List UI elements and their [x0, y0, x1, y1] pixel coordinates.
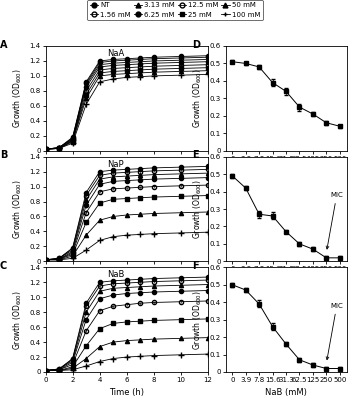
- Text: E: E: [192, 150, 198, 160]
- Text: B: B: [0, 150, 7, 160]
- X-axis label: NaP (mM): NaP (mM): [265, 278, 307, 287]
- Text: F: F: [192, 261, 198, 271]
- X-axis label: NaB (mM): NaB (mM): [265, 388, 307, 398]
- Y-axis label: Growth (OD$_{600}$): Growth (OD$_{600}$): [11, 290, 24, 350]
- X-axis label: NaA (mM): NaA (mM): [265, 167, 307, 176]
- Legend: NT, 1.56 mM, 3.13 mM, 6.25 mM, 12.5 mM, 25 mM, 50 mM, 100 mM: NT, 1.56 mM, 3.13 mM, 6.25 mM, 12.5 mM, …: [88, 0, 262, 20]
- X-axis label: Time (h): Time (h): [109, 388, 144, 398]
- Text: MIC: MIC: [326, 192, 343, 249]
- Y-axis label: Growth (OD$_{600}$): Growth (OD$_{600}$): [191, 68, 204, 128]
- Y-axis label: Growth (OD$_{600}$): Growth (OD$_{600}$): [11, 179, 24, 239]
- Text: C: C: [0, 261, 7, 271]
- Text: NaA: NaA: [107, 49, 125, 58]
- Text: NaP: NaP: [107, 160, 124, 169]
- Text: D: D: [192, 40, 199, 50]
- Y-axis label: Growth (OD$_{600}$): Growth (OD$_{600}$): [191, 179, 204, 239]
- Y-axis label: Growth (OD$_{600}$): Growth (OD$_{600}$): [11, 68, 24, 128]
- Y-axis label: Growth (OD$_{600}$): Growth (OD$_{600}$): [191, 290, 204, 350]
- Text: A: A: [0, 40, 7, 50]
- Text: NaB: NaB: [107, 270, 125, 280]
- Text: MIC: MIC: [326, 303, 343, 360]
